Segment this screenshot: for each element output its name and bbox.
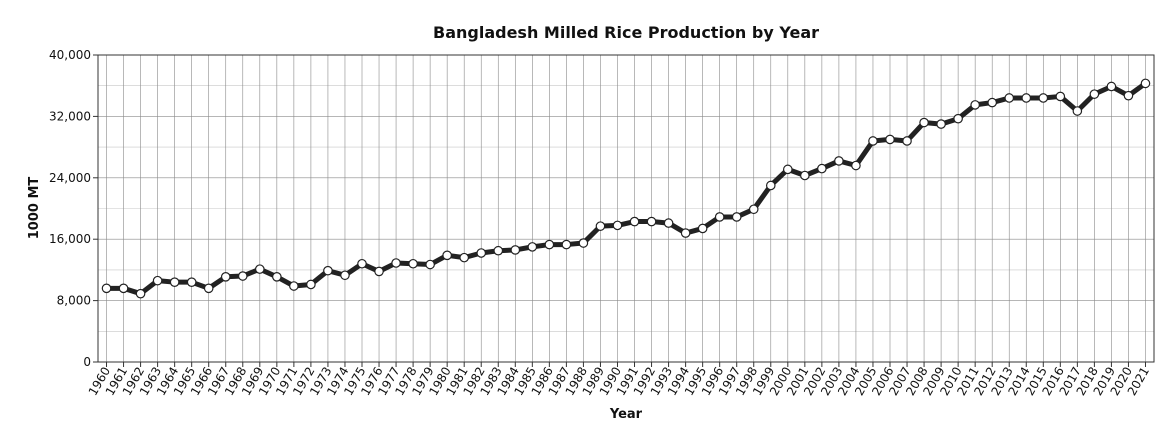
data-point[interactable] — [459, 252, 469, 263]
data-point[interactable] — [1021, 93, 1032, 103]
data-point[interactable] — [680, 228, 691, 238]
x-axis-label: Year — [609, 407, 643, 422]
series — [101, 78, 1151, 299]
plot-frame — [97, 54, 1155, 363]
data-point[interactable] — [834, 156, 844, 166]
data-point[interactable] — [1055, 91, 1066, 102]
data-point[interactable] — [646, 216, 657, 227]
data-point[interactable] — [817, 163, 827, 174]
y-tick-label: 0 — [83, 355, 91, 369]
data-point[interactable] — [919, 117, 929, 128]
y-tick-label: 24,000 — [49, 171, 91, 185]
y-tick-label: 16,000 — [49, 232, 91, 246]
data-point[interactable] — [1140, 78, 1151, 89]
data-point[interactable] — [391, 258, 401, 268]
data-point[interactable] — [237, 271, 248, 281]
x-axis: 1960196119621963196419651966196719681969… — [86, 362, 1152, 398]
data-point[interactable] — [203, 283, 214, 294]
data-point[interactable] — [902, 136, 912, 146]
data-point[interactable] — [152, 275, 163, 286]
y-axis: 0 8,000 16,000 24,000 32,000 40,000 — [49, 48, 98, 369]
data-point[interactable] — [800, 170, 810, 181]
data-point[interactable] — [1004, 93, 1015, 103]
data-point[interactable] — [663, 218, 674, 228]
data-point[interactable] — [118, 283, 129, 294]
data-point[interactable] — [357, 258, 367, 269]
data-point[interactable] — [135, 288, 146, 299]
data-point[interactable] — [953, 113, 963, 124]
data-point[interactable] — [476, 248, 487, 258]
data-point[interactable] — [186, 277, 197, 287]
data-point[interactable] — [408, 258, 418, 269]
y-tick-label: 8,000 — [57, 294, 91, 308]
y-axis-label: 1000 MT — [27, 177, 42, 240]
data-point[interactable] — [697, 223, 708, 234]
data-point[interactable] — [340, 270, 350, 281]
chart-title: Bangladesh Milled Rice Production by Yea… — [433, 23, 819, 42]
data-point[interactable] — [289, 281, 299, 291]
data-point[interactable] — [425, 259, 435, 270]
data-point[interactable] — [1038, 93, 1049, 103]
y-tick-label: 40,000 — [49, 48, 91, 62]
data-point[interactable] — [374, 266, 384, 277]
data-point[interactable] — [629, 216, 640, 227]
data-point[interactable] — [101, 283, 112, 294]
data-point[interactable] — [306, 279, 316, 290]
data-point[interactable] — [1089, 89, 1100, 99]
data-point[interactable] — [510, 245, 521, 255]
data-point[interactable] — [714, 212, 725, 222]
data-point[interactable] — [220, 272, 231, 282]
data-point[interactable] — [612, 220, 623, 231]
data-point[interactable] — [851, 160, 861, 171]
data-point[interactable] — [731, 212, 742, 222]
series-line — [104, 80, 1148, 297]
data-point[interactable] — [527, 242, 538, 252]
data-point[interactable] — [936, 119, 946, 129]
data-point[interactable] — [1123, 90, 1134, 101]
data-point[interactable] — [783, 164, 793, 175]
data-point[interactable] — [765, 180, 776, 191]
data-point[interactable] — [442, 250, 452, 261]
data-point[interactable] — [987, 97, 997, 108]
data-point[interactable] — [255, 264, 265, 274]
data-point[interactable] — [323, 265, 333, 276]
data-point[interactable] — [595, 221, 606, 231]
data-point[interactable] — [868, 136, 878, 146]
data-point[interactable] — [970, 100, 980, 110]
data-point[interactable] — [578, 238, 589, 248]
data-point[interactable] — [748, 204, 759, 215]
data-point[interactable] — [561, 239, 572, 250]
data-point[interactable] — [493, 245, 504, 256]
data-point[interactable] — [169, 277, 180, 287]
y-tick-label: 32,000 — [49, 109, 91, 123]
data-point[interactable] — [1106, 81, 1117, 92]
data-point[interactable] — [1072, 106, 1083, 116]
data-point[interactable] — [272, 272, 282, 282]
data-point[interactable] — [885, 134, 895, 145]
data-point[interactable] — [544, 239, 555, 250]
